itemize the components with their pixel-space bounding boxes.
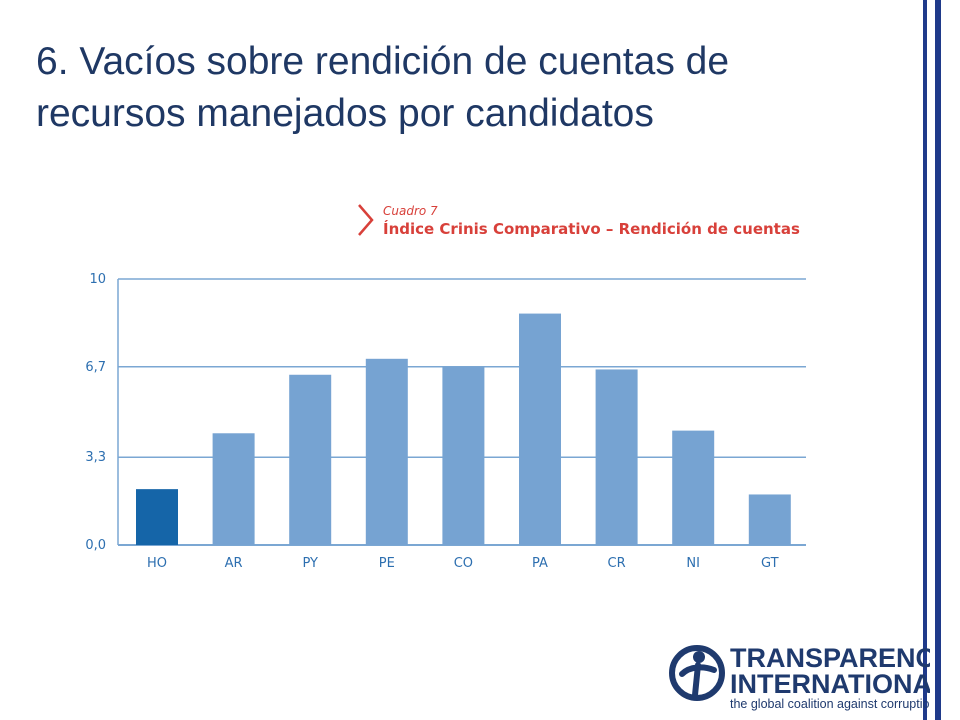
x-tick-label: PA bbox=[532, 556, 548, 571]
globe-figure-icon bbox=[669, 645, 725, 701]
bar-pe bbox=[365, 358, 408, 545]
x-tick-label: CO bbox=[454, 556, 473, 571]
bar-gt bbox=[748, 494, 791, 545]
bar-py bbox=[289, 374, 332, 545]
y-axis-ticks: 0,0 3,3 6,7 10 bbox=[85, 272, 106, 553]
decor-stripe-right bbox=[935, 0, 941, 720]
slide-title: 6. Vacíos sobre rendición de cuentas de … bbox=[36, 36, 896, 140]
caption-chevron-icon bbox=[358, 204, 374, 236]
x-tick-label: AR bbox=[225, 556, 243, 571]
chart-kicker: Cuadro 7 bbox=[383, 204, 438, 218]
slide-title-line-2: recursos manejados por candidatos bbox=[36, 92, 654, 135]
y-tick-label: 0,0 bbox=[85, 538, 106, 553]
bar-pa bbox=[519, 313, 561, 545]
chart-title: Índice Crinis Comparativo – Rendición de… bbox=[383, 219, 800, 238]
slide-title-line-1: 6. Vacíos sobre rendición de cuentas de bbox=[36, 40, 730, 83]
y-tick-label: 10 bbox=[89, 272, 106, 287]
bar-layer bbox=[136, 313, 791, 545]
transparency-international-logo: TRANSPARENCY INTERNATIONAL the global co… bbox=[669, 643, 930, 711]
logo-line-1: TRANSPARENCY bbox=[730, 643, 930, 673]
x-tick-label: HO bbox=[147, 556, 167, 571]
bar-co bbox=[442, 366, 485, 545]
decor-stripe-left bbox=[923, 0, 927, 720]
logo-line-2: INTERNATIONAL bbox=[730, 669, 930, 699]
x-tick-label: PY bbox=[302, 556, 318, 571]
bar-ho bbox=[136, 489, 178, 545]
bar-ar bbox=[212, 433, 255, 545]
bar-cr bbox=[595, 369, 638, 545]
x-tick-label: NI bbox=[686, 556, 700, 571]
y-tick-label: 3,3 bbox=[85, 450, 106, 465]
x-tick-label: GT bbox=[761, 556, 779, 571]
x-tick-label: PE bbox=[379, 556, 395, 571]
logo-tagline: the global coalition against corruption bbox=[730, 697, 930, 711]
chart-caption: Cuadro 7 Índice Crinis Comparativo – Ren… bbox=[358, 204, 800, 238]
y-tick-label: 6,7 bbox=[85, 360, 106, 375]
x-tick-label: CR bbox=[608, 556, 626, 571]
x-axis-ticks: HO AR PY PE CO PA CR NI GT bbox=[147, 556, 779, 571]
bar-ni bbox=[672, 430, 715, 545]
